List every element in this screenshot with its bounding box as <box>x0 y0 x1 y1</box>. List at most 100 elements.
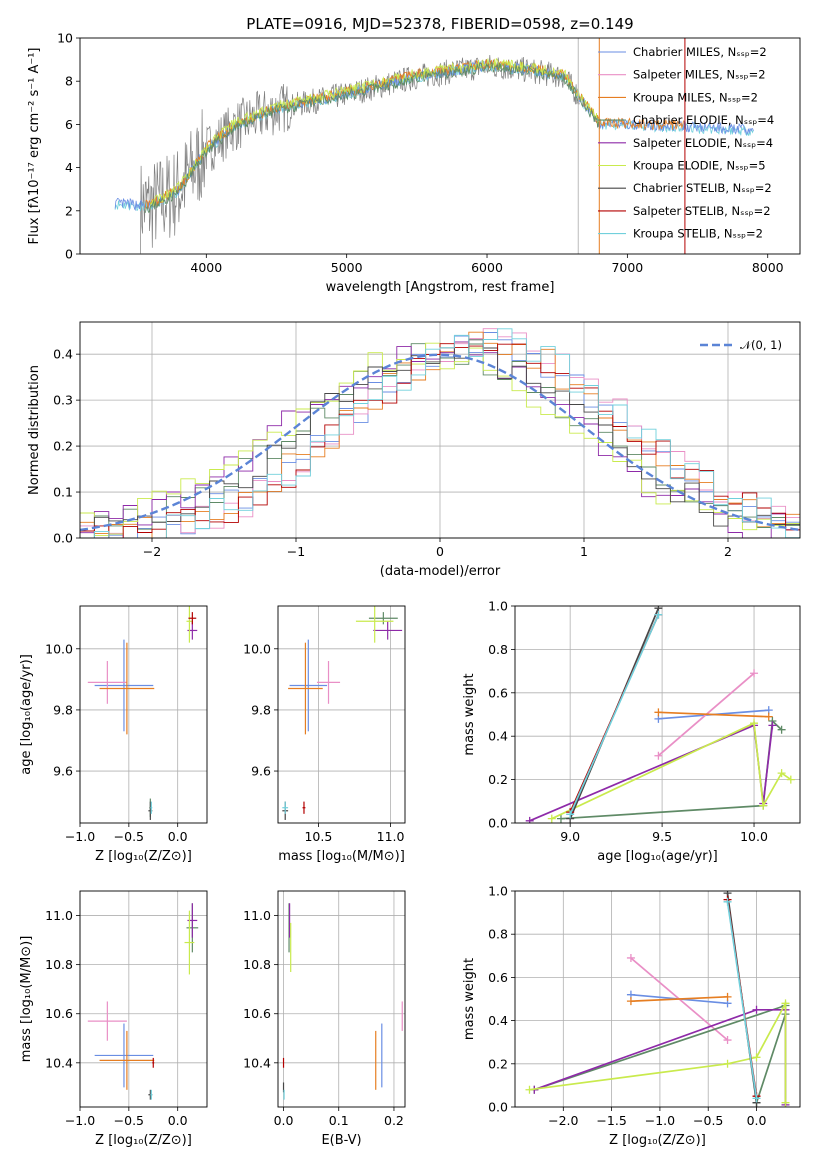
y-tick-label: 0.8 <box>488 642 508 657</box>
x-tick-label: 10.5 <box>304 829 332 844</box>
axes-frame <box>514 605 801 824</box>
axes-frame <box>514 890 801 1108</box>
y-tick-label: 11.0 <box>45 908 73 923</box>
y-axis-label: mass weight <box>462 673 477 755</box>
error-cross-8 <box>282 801 289 814</box>
error-cross-0 <box>94 639 154 732</box>
legend-entry: Salpeter STELIB, Nₛₛₚ=2 <box>633 204 771 218</box>
weight-point <box>759 801 768 810</box>
plot-area <box>525 606 795 823</box>
y-tick-label: 10.0 <box>243 641 271 656</box>
figure-title: PLATE=0916, MJD=52378, FIBERID=0598, z=0… <box>246 15 633 33</box>
y-tick-label: 9.8 <box>251 702 271 717</box>
y-tick-label: 1.0 <box>488 599 508 614</box>
weight-point <box>654 751 663 760</box>
axes-frame <box>277 890 406 1108</box>
y-tick-label: 1.0 <box>488 884 508 899</box>
x-tick-label: −1.0 <box>645 1113 675 1128</box>
x-tick-label: 8000 <box>752 260 784 275</box>
weight-point <box>768 721 777 730</box>
plot-area <box>80 328 800 538</box>
x-tick-label: 1 <box>580 544 588 559</box>
weight-point <box>752 1094 761 1103</box>
x-tick-label: 0.0 <box>274 1113 294 1128</box>
x-tick-label: −0.5 <box>114 1113 144 1128</box>
weight-point <box>723 1059 732 1068</box>
panel-mass_vs_EBV <box>274 890 406 1111</box>
histogram-1 <box>80 328 800 538</box>
x-tick-label: −1 <box>287 544 305 559</box>
x-tick-label: 2 <box>724 544 732 559</box>
x-tick-label: −2.0 <box>548 1113 578 1128</box>
weight-line-8 <box>726 901 758 1099</box>
weight-point <box>654 610 663 619</box>
x-axis-label: E(B-V) <box>321 1133 361 1148</box>
axes-frame <box>277 605 406 824</box>
y-tick-label: 0 <box>65 247 73 262</box>
histogram-5 <box>80 342 800 537</box>
weight-point <box>547 814 556 823</box>
error-cross-4 <box>373 621 403 640</box>
y-tick-label: 10.8 <box>243 957 271 972</box>
x-tick-label: 0 <box>436 544 444 559</box>
weight-point <box>566 810 575 819</box>
axes-frame <box>79 890 208 1108</box>
error-cross-0 <box>289 639 328 732</box>
weight-line-3 <box>560 719 783 820</box>
axes-frame <box>79 605 208 824</box>
error-cross-5 <box>355 606 394 643</box>
x-tick-label: 10.0 <box>740 829 768 844</box>
error-cross-5 <box>184 910 195 975</box>
plot-area <box>282 903 403 1100</box>
x-tick-label: 6000 <box>471 260 503 275</box>
error-cross-5 <box>186 606 193 643</box>
error-cross-8 <box>150 1089 153 1100</box>
x-tick-label: 0.0 <box>168 829 188 844</box>
weight-line-5 <box>551 721 792 820</box>
weight-point <box>752 1053 761 1062</box>
plot-area <box>282 606 403 820</box>
y-tick-label: 10 <box>57 31 73 46</box>
panel-spectrum <box>76 37 801 258</box>
legend-entry: Kroupa MILES, Nₛₛₚ=2 <box>633 90 758 104</box>
error-cross-7 <box>302 801 306 814</box>
x-tick-label: 0.2 <box>384 1113 404 1128</box>
y-tick-label: 10.4 <box>243 1055 271 1070</box>
weight-line-2 <box>630 995 728 1003</box>
panel-age_vs_mass <box>274 605 406 827</box>
error-cross-2 <box>99 642 155 735</box>
x-tick-label: −1.5 <box>596 1113 626 1128</box>
legend-entry: Salpeter ELODIE, Nₛₛₚ=4 <box>633 136 773 150</box>
histogram-7 <box>80 343 800 538</box>
y-tick-label: 0.6 <box>488 970 508 985</box>
x-tick-label: 4000 <box>190 260 222 275</box>
x-axis-label: mass [log₁₀(M/M⊙)] <box>278 849 405 864</box>
histogram-2 <box>80 331 800 538</box>
weight-point <box>525 1085 534 1094</box>
y-tick-label: 0.0 <box>488 1100 508 1115</box>
y-tick-label: 0.2 <box>53 439 73 454</box>
x-axis-label: Z [log₁₀(Z/Z⊙)] <box>609 1133 706 1148</box>
weight-line-2 <box>658 711 769 718</box>
y-tick-label: 9.6 <box>251 764 271 779</box>
y-tick-label: 0.0 <box>488 816 508 831</box>
x-axis-label: Z [log₁₀(Z/Z⊙)] <box>95 1133 192 1148</box>
y-axis-label: mass weight <box>462 958 477 1040</box>
weight-point <box>786 775 795 784</box>
legend-entry: Chabrier MILES, Nₛₛₚ=2 <box>633 45 767 59</box>
y-tick-label: 0.4 <box>53 347 73 362</box>
y-axis-label: Normed distribution <box>27 365 42 495</box>
weight-point <box>777 725 786 734</box>
x-tick-label: 0.0 <box>747 1113 767 1128</box>
x-tick-label: 0.1 <box>329 1113 349 1128</box>
weight-line-4 <box>529 724 774 822</box>
error-cross-2 <box>288 642 323 735</box>
weight-point <box>525 816 534 823</box>
x-tick-label: 5000 <box>331 260 363 275</box>
error-cross-7 <box>152 1057 155 1068</box>
histogram-0 <box>80 332 800 538</box>
panel-weight_vs_Z <box>511 890 801 1111</box>
y-tick-label: 10.8 <box>45 957 73 972</box>
legend-entry: Chabrier ELODIE, Nₛₛₚ=4 <box>633 113 774 127</box>
weight-point <box>750 719 759 728</box>
